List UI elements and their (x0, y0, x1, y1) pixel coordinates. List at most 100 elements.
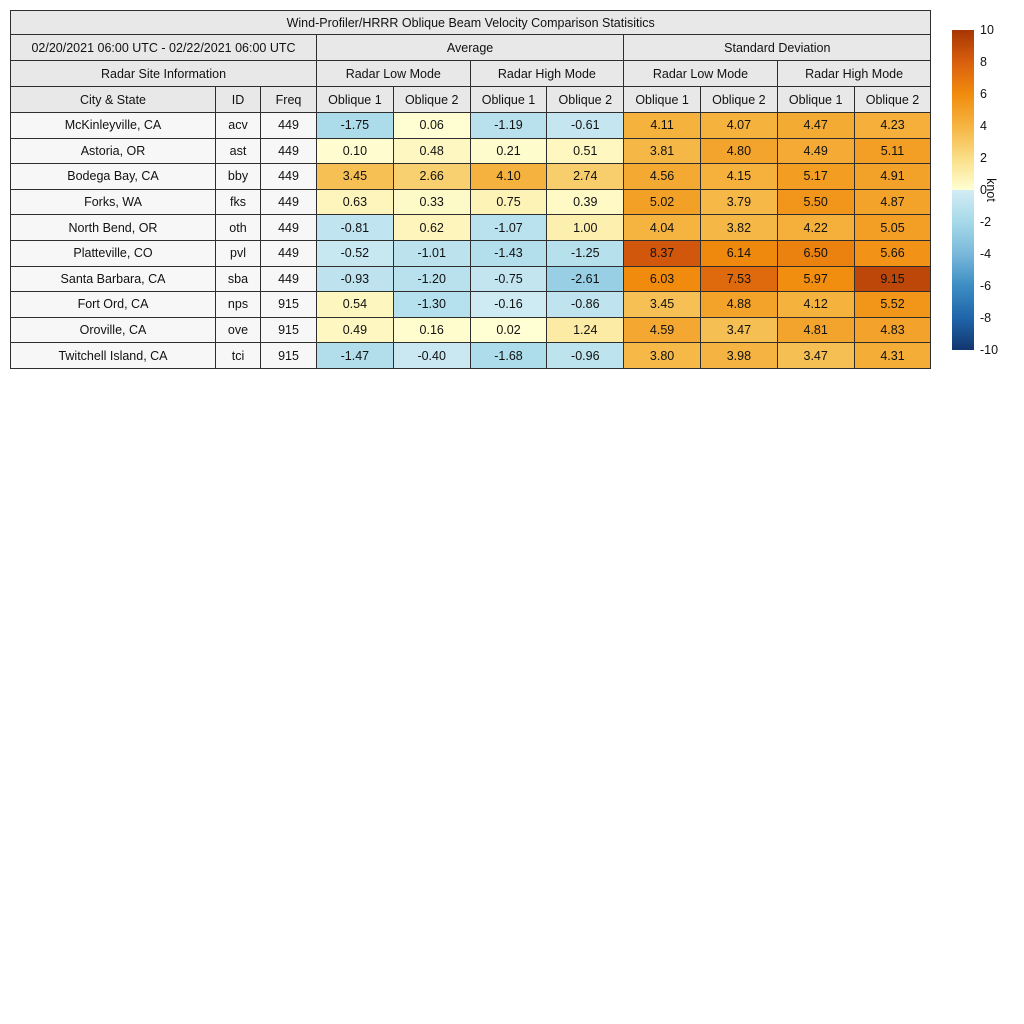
value-cell: 4.83 (853, 316, 932, 344)
value-cell: 4.15 (699, 163, 778, 190)
sd-high-mode-header: Radar High Mode (776, 60, 932, 87)
table-row: Platteville, CO pvl 449 -0.52 -1.01 -1.43 -1.2… (10, 239, 932, 267)
value-cell: -1.19 (469, 112, 548, 139)
id-header: ID (215, 86, 261, 113)
value-cell: -0.52 (316, 239, 394, 267)
value-cell: 0.54 (316, 291, 394, 318)
value-cell: 4.04 (623, 214, 701, 241)
stats-table-wrap: Wind-Profiler/HRRR Oblique Beam Velocity… (9, 10, 932, 369)
city-cell: Platteville, CO (10, 239, 216, 267)
site-id-cell: tci (215, 342, 261, 369)
date-range: 02/20/2021 06:00 UTC - 02/22/2021 06:00 … (10, 34, 317, 61)
value-cell: 3.45 (623, 291, 701, 318)
freq-cell: 449 (260, 214, 317, 241)
value-cell: 0.75 (469, 188, 548, 216)
colorbar-tick-label: -8 (980, 311, 992, 325)
mode-header-row: Radar Site Information Radar Low Mode Ra… (10, 60, 932, 87)
value-cell: -1.25 (546, 239, 625, 267)
group-header-stddev: Standard Deviation (623, 34, 932, 61)
group-header-average: Average (315, 34, 625, 61)
table-row: Santa Barbara, CA sba 449 -0.93 -1.20 -0.75 -2… (10, 265, 932, 293)
site-id-cell: acv (215, 112, 261, 139)
colorbar: knot 10 8 6 4 2 0 -2 -4 -6 -8 -10 (952, 23, 1024, 360)
table-row: McKinleyville, CA acv 449 -1.75 0.06 -1.19 -0.… (10, 112, 932, 139)
value-cell: 3.80 (623, 342, 701, 369)
colorbar-tick-label: -4 (980, 247, 992, 261)
value-cell: 4.56 (623, 163, 701, 190)
site-id-cell: bby (215, 163, 261, 190)
value-cell: 5.17 (776, 163, 855, 190)
oblique2-header: Oblique 2 (546, 86, 625, 113)
city-cell: Twitchell Island, CA (10, 342, 216, 369)
colorbar-tick-label: -2 (980, 215, 992, 229)
value-cell: 5.05 (853, 214, 932, 241)
avg-low-mode-header: Radar Low Mode (316, 60, 471, 87)
value-cell: -0.86 (546, 291, 625, 318)
table-body: McKinleyville, CA acv 449 -1.75 0.06 -1.19 -0.… (10, 112, 932, 369)
title-row: Wind-Profiler/HRRR Oblique Beam Velocity… (9, 10, 932, 35)
colorbar-tick-label: 4 (980, 119, 987, 133)
value-cell: 0.06 (392, 112, 471, 139)
stats-table: Wind-Profiler/HRRR Oblique Beam Velocity… (9, 10, 932, 369)
value-cell: -0.16 (469, 291, 548, 318)
city-cell: Astoria, OR (10, 137, 216, 165)
value-cell: -0.61 (546, 112, 625, 139)
value-cell: 3.45 (316, 163, 394, 190)
value-cell: 6.50 (776, 239, 855, 267)
city-cell: North Bend, OR (10, 214, 216, 241)
value-cell: -1.20 (392, 265, 471, 293)
value-cell: 4.31 (853, 342, 932, 369)
freq-cell: 449 (260, 239, 317, 267)
value-cell: 9.15 (853, 265, 932, 293)
value-cell: 0.21 (469, 137, 548, 165)
value-cell: 0.02 (469, 316, 548, 344)
table-row: Twitchell Island, CA tci 915 -1.47 -0.40 -1.6… (10, 342, 932, 369)
value-cell: -1.43 (469, 239, 548, 267)
value-cell: 6.03 (623, 265, 701, 293)
freq-cell: 915 (260, 291, 317, 318)
value-cell: 5.11 (853, 137, 932, 165)
freq-cell: 449 (260, 112, 317, 139)
column-header-row: City & State ID Freq Oblique 1 Oblique 2… (10, 86, 932, 113)
value-cell: 4.59 (623, 316, 701, 344)
value-cell: -1.47 (316, 342, 394, 369)
city-cell: Bodega Bay, CA (10, 163, 216, 190)
value-cell: 5.50 (776, 188, 855, 216)
table-row: Oroville, CA ove 915 0.49 0.16 0.02 1.24 4.59 3.… (10, 316, 932, 344)
value-cell: -1.30 (392, 291, 471, 318)
oblique1-header: Oblique 1 (469, 86, 548, 113)
oblique1-header: Oblique 1 (623, 86, 701, 113)
colorbar-tick-label: 0 (980, 183, 987, 197)
value-cell: 0.49 (316, 316, 394, 344)
value-cell: 4.12 (776, 291, 855, 318)
value-cell: 3.47 (776, 342, 855, 369)
value-cell: 4.07 (699, 112, 778, 139)
colorbar-gradient (952, 30, 974, 350)
value-cell: 3.79 (699, 188, 778, 216)
value-cell: 4.49 (776, 137, 855, 165)
value-cell: 3.47 (699, 316, 778, 344)
value-cell: 0.48 (392, 137, 471, 165)
value-cell: 5.97 (776, 265, 855, 293)
value-cell: 2.66 (392, 163, 471, 190)
value-cell: 1.24 (546, 316, 625, 344)
freq-header: Freq (260, 86, 317, 113)
value-cell: -0.96 (546, 342, 625, 369)
city-cell: Fort Ord, CA (10, 291, 216, 318)
table-row: Astoria, OR ast 449 0.10 0.48 0.21 0.51 3.81 4.8… (10, 137, 932, 165)
value-cell: -0.40 (392, 342, 471, 369)
value-cell: 4.80 (699, 137, 778, 165)
value-cell: 4.88 (699, 291, 778, 318)
site-id-cell: pvl (215, 239, 261, 267)
value-cell: 4.10 (469, 163, 548, 190)
value-cell: 4.91 (853, 163, 932, 190)
value-cell: -1.07 (469, 214, 548, 241)
freq-cell: 449 (260, 188, 317, 216)
value-cell: -1.68 (469, 342, 548, 369)
site-id-cell: ove (215, 316, 261, 344)
colorbar-tick-label: 10 (980, 23, 994, 37)
site-id-cell: fks (215, 188, 261, 216)
value-cell: -0.93 (316, 265, 394, 293)
city-cell: Forks, WA (10, 188, 216, 216)
value-cell: 0.33 (392, 188, 471, 216)
